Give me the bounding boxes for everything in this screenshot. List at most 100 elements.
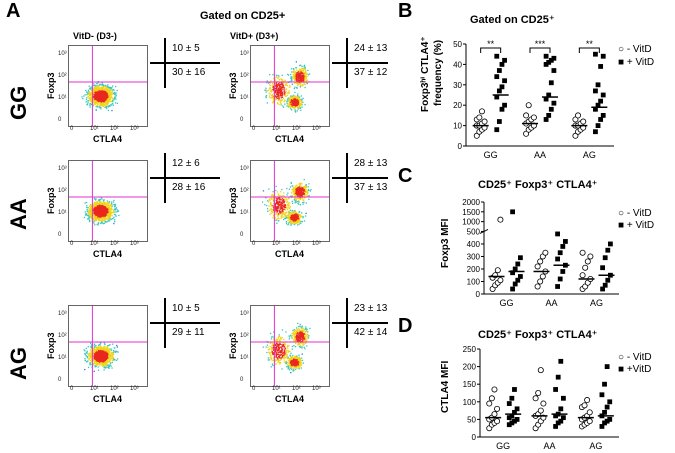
data-point-minus — [494, 405, 501, 412]
flow-ytick: 10¹ — [58, 355, 67, 361]
flow-plot-gg-vitd-minus — [68, 45, 148, 127]
data-point-plus — [546, 113, 552, 118]
data-point-plus — [546, 92, 552, 98]
filled-square-icon: ■ — [618, 364, 625, 375]
data-point-plus — [604, 418, 610, 424]
panel-c-legend-minus: ○ - VitD — [618, 208, 652, 219]
y-tick-label: 150 — [463, 380, 477, 389]
panel-d-legend-minus-text: - VitD — [626, 352, 652, 363]
significance-bracket — [480, 47, 502, 53]
flow-xtick: 10² — [292, 126, 301, 132]
data-point-plus — [543, 117, 549, 122]
panel-b-letter: B — [398, 0, 413, 22]
open-circle-icon: ○ — [618, 44, 625, 55]
data-point-plus — [560, 244, 566, 249]
data-point-plus — [553, 387, 558, 392]
significance-label: ** — [586, 40, 594, 49]
data-point-minus — [539, 273, 546, 280]
data-point-minus — [584, 397, 591, 404]
data-point-minus — [537, 258, 544, 265]
flow-xtick: 0 — [70, 241, 74, 247]
panel-d-legend-plus: ■ +VitD — [618, 364, 651, 375]
flow-ytick: 10² — [58, 73, 67, 79]
flow-ytick: 10³ — [58, 311, 67, 317]
quadrant-top-value: 10 ± 5 — [172, 303, 200, 314]
data-point-plus — [602, 409, 607, 415]
data-point-plus — [494, 127, 500, 133]
significance-bracket — [578, 47, 600, 53]
panel-c-legend-plus: ■ + VitD — [618, 220, 654, 231]
flow-plot-ag-vitd-plus — [250, 305, 330, 387]
flow-ytick: 0 — [58, 232, 62, 238]
data-point-plus — [553, 424, 558, 429]
quadrant-cross-h — [150, 322, 220, 324]
panel-c-title: CD25⁺ Foxp3⁺ CTLA4⁺ — [478, 179, 598, 191]
flow-xlabel: CTLA4 — [275, 394, 304, 404]
panel-b-legend-plus: ■ + VitD — [618, 57, 654, 68]
data-point-minus — [532, 395, 539, 402]
data-point-plus — [509, 395, 515, 401]
flow-xlabel: CTLA4 — [93, 394, 122, 404]
data-point-plus — [593, 106, 598, 112]
flow-xtick: 10¹ — [90, 241, 99, 247]
data-point-minus — [530, 114, 537, 121]
data-point-plus — [602, 282, 608, 288]
data-point-plus — [598, 117, 604, 122]
flow-xtick: 10² — [292, 241, 301, 247]
genotype-label-gg: GG — [6, 85, 31, 120]
data-point-minus — [537, 407, 544, 414]
quadrant-cross-h — [332, 62, 388, 64]
flow-ytick: 0 — [240, 117, 244, 123]
data-point-plus — [593, 51, 598, 57]
data-point-minus — [491, 411, 498, 418]
x-tick-label-ag: AG — [589, 441, 602, 451]
data-point-plus — [551, 100, 557, 106]
quadrant-cross-h — [332, 322, 388, 324]
data-point-plus — [515, 261, 521, 267]
data-point-minus — [537, 367, 544, 374]
data-point-plus — [512, 409, 517, 415]
data-point-minus — [497, 277, 504, 284]
y-tick-label: 40 — [453, 60, 462, 69]
data-point-minus — [488, 395, 495, 402]
panel-c-letter: C — [398, 165, 413, 187]
significance-label: *** — [535, 40, 546, 49]
data-point-plus — [514, 417, 520, 422]
flow-ytick: 10² — [240, 333, 249, 339]
data-point-plus — [502, 78, 507, 84]
flow-ylabel: Foxp3 — [46, 187, 56, 214]
axis-break — [479, 228, 489, 234]
x-tick-label-gg: GG — [484, 150, 498, 160]
data-point-plus — [561, 395, 566, 401]
data-point-minus — [494, 267, 501, 274]
x-tick-label-gg: GG — [496, 441, 510, 451]
y-tick-label: 2000 — [462, 198, 480, 207]
flow-xtick: 10² — [110, 126, 119, 132]
y-tick-label: 300 — [467, 252, 481, 261]
data-point-plus — [499, 84, 505, 90]
quadrant-cross-h — [332, 177, 388, 179]
x-tick-label-aa: AA — [534, 150, 546, 160]
data-point-minus — [586, 418, 593, 425]
flow-ytick: 0 — [58, 117, 62, 123]
flow-ylabel: Foxp3 — [228, 72, 238, 99]
flow-xtick: 10¹ — [272, 386, 281, 392]
y-tick-label: 200 — [463, 363, 477, 372]
y-tick-label: 200 — [467, 265, 481, 274]
data-point-plus — [512, 281, 518, 287]
flow-xtick: 10³ — [312, 241, 321, 247]
panel-b-chart: 0 10 20 30 40 50 GG ** AA *** AG ** — [453, 40, 614, 160]
data-point-plus — [557, 250, 563, 256]
y-tick-label: 500 — [467, 227, 481, 236]
quadrant-bottom-value: 37 ± 13 — [354, 182, 388, 193]
flow-xtick: 10³ — [130, 386, 139, 392]
data-point-plus — [600, 265, 605, 271]
x-tick-label-gg: GG — [499, 298, 513, 308]
flow-ytick: 10² — [58, 188, 67, 194]
y-tick-label: 10 — [453, 122, 462, 131]
data-point-plus — [563, 239, 568, 244]
flow-xtick: 10¹ — [272, 126, 281, 132]
y-tick-label: 400 — [467, 240, 481, 249]
data-point-minus — [534, 263, 541, 270]
flow-ytick: 10³ — [240, 311, 249, 317]
